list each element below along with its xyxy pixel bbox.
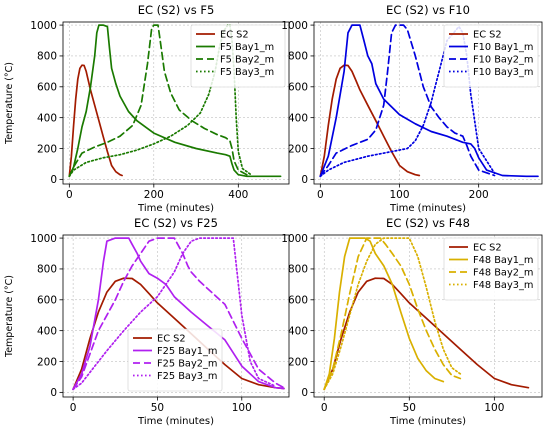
legend-label: F48 Bay2_m — [473, 268, 533, 279]
x-axis-label: Time (minutes) — [137, 203, 214, 214]
series-line-3 — [68, 24, 248, 178]
x-tick-label: 200 — [144, 189, 164, 201]
legend-label: F10 Bay1_m — [473, 42, 533, 53]
series-line-2 — [323, 237, 445, 391]
legend-label: F5 Bay1_m — [220, 42, 274, 53]
legend-label: EC S2 — [157, 334, 186, 345]
x-tick-label: 100 — [232, 402, 252, 414]
legend-label: EC S2 — [473, 243, 502, 254]
legend-label: F25 Bay3_m — [157, 371, 217, 382]
x-tick-label: 50 — [403, 402, 416, 414]
chart-title: EC (S2) vs F48 — [386, 216, 470, 230]
series-line-2 — [72, 237, 285, 391]
legend-label: F10 Bay2_m — [473, 55, 533, 66]
y-tick-label: 0 — [301, 174, 308, 186]
x-tick-label: 0 — [66, 189, 73, 201]
x-axis-label: Time (minutes) — [389, 203, 466, 214]
legend-label: EC S2 — [220, 30, 249, 41]
x-tick-label: 0 — [70, 402, 77, 414]
legend-label: F5 Bay3_m — [220, 67, 274, 78]
plot-frame — [313, 234, 543, 398]
y-tick-label: 1000 — [281, 233, 308, 245]
legend-label: F10 Bay3_m — [473, 67, 533, 78]
subplot-2: 0 100 200 0 200 400 600 800 1000 EC (S2) vs F10 Ti… — [281, 3, 543, 214]
y-tick-label: 800 — [37, 264, 57, 276]
legend-label: F25 Bay1_m — [157, 346, 217, 357]
y-tick-label: 200 — [37, 143, 57, 155]
series-line-2 — [319, 24, 539, 178]
series-line-1 — [68, 64, 123, 178]
y-tick-label: 0 — [50, 174, 57, 186]
x-axis-label: Time (minutes) — [389, 416, 466, 427]
series-line-1 — [72, 277, 285, 391]
series-line-2 — [68, 24, 282, 178]
x-tick-label: 400 — [228, 189, 248, 201]
chart-title: EC (S2) vs F10 — [386, 3, 470, 17]
y-tick-label: 200 — [288, 143, 308, 155]
y-tick-label: 0 — [301, 387, 308, 399]
x-tick-label: 0 — [321, 402, 328, 414]
series-line-3 — [319, 24, 496, 178]
y-tick-label: 800 — [37, 51, 57, 63]
y-axis-label: Temperature (°C) — [4, 62, 15, 145]
y-tick-label: 200 — [288, 356, 308, 368]
y-tick-label: 1000 — [30, 233, 57, 245]
chart-title: EC (S2) vs F5 — [138, 3, 215, 17]
subplot-1: 0 200 400 0 200 400 600 800 1000 EC (S2) vs F5 Tim… — [4, 3, 290, 214]
legend-frame — [190, 24, 286, 88]
legend-frame — [443, 24, 539, 88]
legend-frame — [127, 328, 223, 392]
y-tick-label: 800 — [288, 51, 308, 63]
x-tick-label: 50 — [151, 402, 164, 414]
legend-label: F25 Bay2_m — [157, 359, 217, 370]
x-tick-label: 0 — [317, 189, 324, 201]
plot-frame — [62, 234, 290, 398]
series-line-1 — [323, 277, 530, 391]
x-tick-label: 100 — [389, 189, 409, 201]
y-tick-label: 800 — [288, 264, 308, 276]
chart-title: EC (S2) vs F25 — [134, 216, 218, 230]
legend-label: F48 Bay1_m — [473, 255, 533, 266]
y-tick-label: 400 — [288, 325, 308, 337]
y-tick-label: 1000 — [281, 20, 308, 32]
plot-frame — [313, 21, 543, 185]
y-tick-label: 600 — [288, 82, 308, 94]
series-line-4 — [72, 237, 277, 391]
series-line-4 — [323, 237, 462, 391]
y-tick-label: 0 — [50, 387, 57, 399]
x-tick-label: 100 — [484, 402, 504, 414]
y-tick-label: 400 — [37, 112, 57, 124]
y-tick-label: 600 — [37, 295, 57, 307]
legend-frame — [443, 237, 539, 301]
y-tick-label: 400 — [288, 112, 308, 124]
x-axis-label: Time (minutes) — [137, 416, 214, 427]
y-tick-label: 400 — [37, 325, 57, 337]
y-tick-label: 1000 — [30, 20, 57, 32]
y-tick-label: 200 — [37, 356, 57, 368]
y-axis-label: Temperature (°C) — [4, 275, 15, 358]
legend-label: EC S2 — [473, 30, 502, 41]
series-line-3 — [323, 237, 462, 391]
y-tick-label: 600 — [37, 82, 57, 94]
x-tick-label: 200 — [469, 189, 489, 201]
series-line-3 — [72, 237, 285, 391]
y-tick-label: 600 — [288, 295, 308, 307]
plot-frame — [62, 21, 290, 185]
legend-label: F5 Bay2_m — [220, 55, 274, 66]
legend-label: F48 Bay3_m — [473, 280, 533, 291]
series-line-1 — [319, 64, 421, 178]
